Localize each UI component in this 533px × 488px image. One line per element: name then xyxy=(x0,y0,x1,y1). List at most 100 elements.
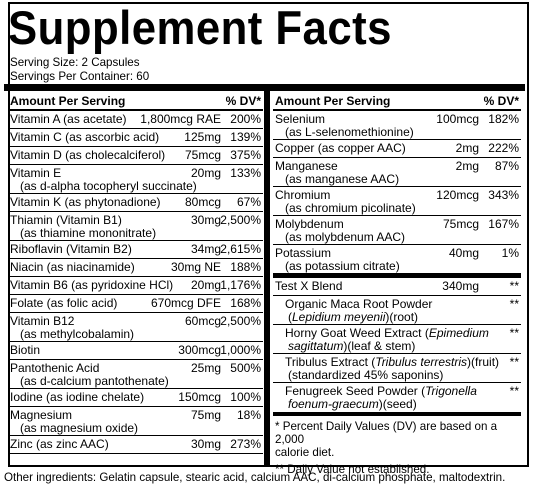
dv-footnote-line2: calorie diet. xyxy=(275,446,335,459)
nutrient-name: Vitamin B6 (as pyridoxine HCl) xyxy=(10,279,173,292)
nutrient-amount: 670mcg DFE xyxy=(150,296,221,310)
nutrient-amount: 20mg xyxy=(190,278,221,292)
nutrient-name: Potassium (as potassium citrate) xyxy=(275,247,400,273)
nutrient-label: Vitamin C (as ascorbic acid) xyxy=(10,130,160,144)
supplement-facts-panel: Supplement Facts Serving Size: 2 Capsule… xyxy=(4,1,529,476)
nutrient-label: Magnesium xyxy=(10,408,73,422)
nutrient-amount: 300mcg xyxy=(178,343,221,357)
ingredient-text: Tribulus Extract ( xyxy=(285,355,376,369)
nutrient-label: Selenium xyxy=(275,112,326,126)
ingredient-line-2: (Lepidium meyenii)(root) xyxy=(285,311,432,324)
blend-ingredient-row: Fenugreek Seed Powder (Trigonella foenum-… xyxy=(273,383,521,412)
nutrient-name: Molybdenum (as molybdenum AAC) xyxy=(275,218,405,244)
ingredient-dv: ** xyxy=(509,355,519,369)
nutrient-amount: 30mg NE xyxy=(170,260,221,274)
nutrient-row: Thiamin (Vitamin B1) (as thiamine mononit… xyxy=(8,212,263,241)
nutrient-dv: 133% xyxy=(230,166,261,180)
blend-ingredient-row: Tribulus Extract (Tribulus terrestris)(f… xyxy=(273,354,521,383)
blend-amount: 340mg xyxy=(442,279,479,293)
ingredient-latin-name: foenum-graecum xyxy=(288,397,379,411)
nutrient-row: Selenium (as L-selenomethionine) 100mcg 182… xyxy=(273,111,521,140)
nutrient-label: Vitamin D (as cholecalciferol) xyxy=(10,148,166,162)
serving-size: Serving Size: 2 Capsules xyxy=(10,56,140,69)
dv-heading: % DV* xyxy=(225,94,261,108)
nutrient-amount: 75mcg xyxy=(184,148,221,162)
ingredient-text: )(seed) xyxy=(378,397,417,411)
nutrient-source: (as thiamine mononitrate) xyxy=(20,226,157,240)
nutrient-label: Thiamin (Vitamin B1) xyxy=(10,213,122,227)
nutrient-row: Niacin (as niacinamide) 30mg NE 188% xyxy=(8,259,263,277)
nutrient-source: (as chromium picolinate) xyxy=(285,201,416,215)
nutrient-amount: 25mg xyxy=(190,361,221,375)
right-rows: Selenium (as L-selenomethionine) 100mcg 182… xyxy=(273,111,521,274)
ingredient-line-2: (standardized 45% saponins) xyxy=(285,369,499,382)
nutrient-amount: 34mg xyxy=(190,242,221,256)
nutrient-name: Chromium (as chromium picolinate) xyxy=(275,189,416,215)
nutrient-label: Pantothenic Acid xyxy=(10,361,100,375)
nutrient-label: Vitamin A (as acetate) xyxy=(10,112,127,126)
nutrient-name: Vitamin C (as ascorbic acid) xyxy=(10,131,159,144)
nutrient-name: Riboflavin (Vitamin B2) xyxy=(10,243,132,256)
ingredient-latin-name: Epimedium xyxy=(428,326,489,340)
nutrient-label: Zinc (as zinc AAC) xyxy=(10,437,109,451)
nutrient-dv: 500% xyxy=(230,361,261,375)
ingredient-line-2: sagittatum)(leaf & stem) xyxy=(285,340,489,353)
nutrient-amount: 75mg xyxy=(190,408,221,422)
blend-separator xyxy=(273,274,521,278)
nutrient-amount: 120mcg xyxy=(436,188,479,202)
nutrient-name: Selenium (as L-selenomethionine) xyxy=(275,113,414,139)
nutrient-dv: 200% xyxy=(230,112,261,126)
nutrient-row: Chromium (as chromium picolinate) 120mcg 34… xyxy=(273,187,521,216)
nutrient-label: Biotin xyxy=(10,343,41,357)
nutrient-source: (as L-selenomethionine) xyxy=(285,125,414,139)
nutrient-dv: 87% xyxy=(494,159,519,173)
nutrient-label: Vitamin B12 xyxy=(10,314,75,328)
nutrient-amount: 40mg xyxy=(448,246,479,260)
nutrient-label: Potassium xyxy=(275,246,332,260)
servings-per-container: Servings Per Container: 60 xyxy=(10,70,150,83)
nutrient-source: (as molybdenum AAC) xyxy=(285,230,406,244)
nutrient-dv: 273% xyxy=(230,437,261,451)
right-nutrient-column: Amount Per Serving % DV* Selenium (as L-s… xyxy=(273,92,521,476)
footnote-separator xyxy=(273,412,521,416)
nutrient-dv: 1,000% xyxy=(220,343,261,357)
nutrient-name: Copper (as copper AAC) xyxy=(275,142,406,155)
ingredient-latin-name: Tribulus terrestris xyxy=(375,355,468,369)
blend-ingredient-name: Fenugreek Seed Powder (Trigonella foenum-… xyxy=(285,385,477,411)
blend-dv: ** xyxy=(509,279,519,293)
amount-per-serving-heading: Amount Per Serving xyxy=(275,94,391,108)
blend-ingredient-row: Horny Goat Weed Extract (Epimedium sagitt… xyxy=(273,325,521,354)
nutrient-dv: 100% xyxy=(230,390,261,404)
nutrient-source: (as potassium citrate) xyxy=(285,259,400,273)
nutrient-amount: 100mcg xyxy=(436,112,479,126)
ingredient-latin-name: sagittatum xyxy=(288,339,344,353)
nutrient-dv: 343% xyxy=(488,188,519,202)
ingredient-line-1: Horny Goat Weed Extract (Epimedium xyxy=(285,327,489,340)
nutrient-source: (as manganese AAC) xyxy=(285,172,400,186)
nutrient-label: Vitamin B6 (as pyridoxine HCl) xyxy=(10,278,174,292)
nutrient-dv: 182% xyxy=(488,112,519,126)
nutrient-row: Molybdenum (as molybdenum AAC) 75mcg 167% xyxy=(273,216,521,245)
nutrient-amount: 60mcg xyxy=(184,314,221,328)
nutrient-label: Copper (as copper AAC) xyxy=(275,141,406,155)
ingredient-line-1: Tribulus Extract (Tribulus terrestris)(f… xyxy=(285,356,499,369)
nutrient-label: Manganese xyxy=(275,159,338,173)
nutrient-amount: 1,800mcg RAE xyxy=(140,112,221,126)
nutrient-row: Vitamin E (as d-alpha tocopheryl succinat… xyxy=(8,165,263,194)
nutrient-dv: 67% xyxy=(236,195,261,209)
nutrient-dv: 2,615% xyxy=(220,242,261,256)
nutrient-amount: 150mcg xyxy=(178,390,221,404)
nutrient-amount: 80mcg xyxy=(184,195,221,209)
nutrient-dv: 188% xyxy=(230,260,261,274)
dv-heading: % DV* xyxy=(483,94,519,108)
nutrient-name: Thiamin (Vitamin B1) (as thiamine mononit… xyxy=(10,214,156,240)
nutrient-name: Folate (as folic acid) xyxy=(10,297,117,310)
ingredient-text: )(leaf & stem) xyxy=(343,339,416,353)
amount-per-serving-heading: Amount Per Serving xyxy=(10,94,126,108)
nutrient-dv: 375% xyxy=(230,148,261,162)
nutrient-row: Pantothenic Acid (as d-calcium pantothena… xyxy=(8,360,263,389)
nutrient-source: (as magnesium oxide) xyxy=(20,421,139,435)
nutrient-name: Niacin (as niacinamide) xyxy=(10,261,135,274)
nutrient-dv: 139% xyxy=(230,130,261,144)
nutrient-name: Vitamin D (as cholecalciferol) xyxy=(10,149,165,162)
